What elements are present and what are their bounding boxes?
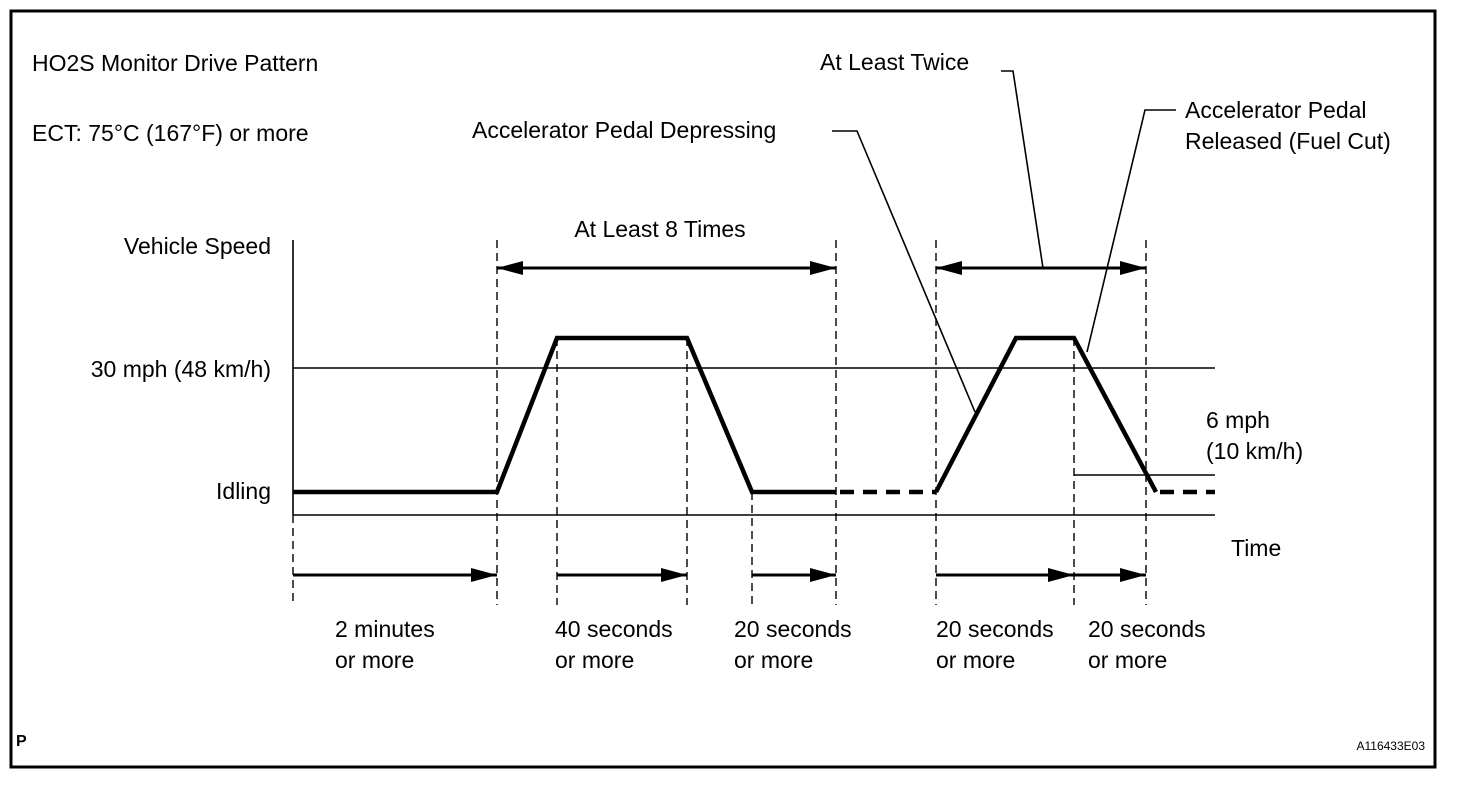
svg-text:20 seconds: 20 seconds <box>936 616 1054 642</box>
level-idle-label: Idling <box>216 478 271 504</box>
level-30mph-label: 30 mph (48 km/h) <box>91 356 271 382</box>
svg-text:or more: or more <box>1088 647 1167 673</box>
figure-code: A116433E03 <box>1356 739 1425 753</box>
pedal-depressing-leader <box>832 130 976 413</box>
duration-labels: 2 minutes or more 40 seconds or more 20 … <box>335 616 1206 673</box>
at-least-twice-label: At Least Twice <box>820 49 969 75</box>
y-axis-label: Vehicle Speed <box>124 233 271 259</box>
pedal-released-leader <box>1086 109 1176 353</box>
svg-text:20 seconds: 20 seconds <box>734 616 852 642</box>
svg-text:40 seconds: 40 seconds <box>555 616 673 642</box>
pedal-depressing-label: Accelerator Pedal Depressing <box>472 117 776 143</box>
frame <box>9 9 1437 769</box>
speed-profile-1 <box>293 335 836 495</box>
six-mph-label-1: 6 mph <box>1206 407 1270 433</box>
svg-text:or more: or more <box>936 647 1015 673</box>
speed-profile-2 <box>934 335 1158 494</box>
svg-text:or more: or more <box>734 647 813 673</box>
at-least-twice-leader <box>1001 70 1044 269</box>
pedal-released-label-2: Released (Fuel Cut) <box>1185 128 1391 154</box>
pedal-released-label-1: Accelerator Pedal <box>1185 97 1367 123</box>
svg-text:or more: or more <box>555 647 634 673</box>
footer-mark: P <box>16 733 27 750</box>
six-mph-label-2: (10 km/h) <box>1206 438 1303 464</box>
condition-text: ECT: 75°C (167°F) or more <box>32 120 309 146</box>
at-least-8-label: At Least 8 Times <box>574 216 745 242</box>
svg-text:or more: or more <box>335 647 414 673</box>
time-markers <box>292 240 1147 605</box>
x-axis-label: Time <box>1231 535 1281 561</box>
svg-text:20 seconds: 20 seconds <box>1088 616 1206 642</box>
svg-text:2 minutes: 2 minutes <box>335 616 435 642</box>
diagram-title: HO2S Monitor Drive Pattern <box>32 50 318 76</box>
